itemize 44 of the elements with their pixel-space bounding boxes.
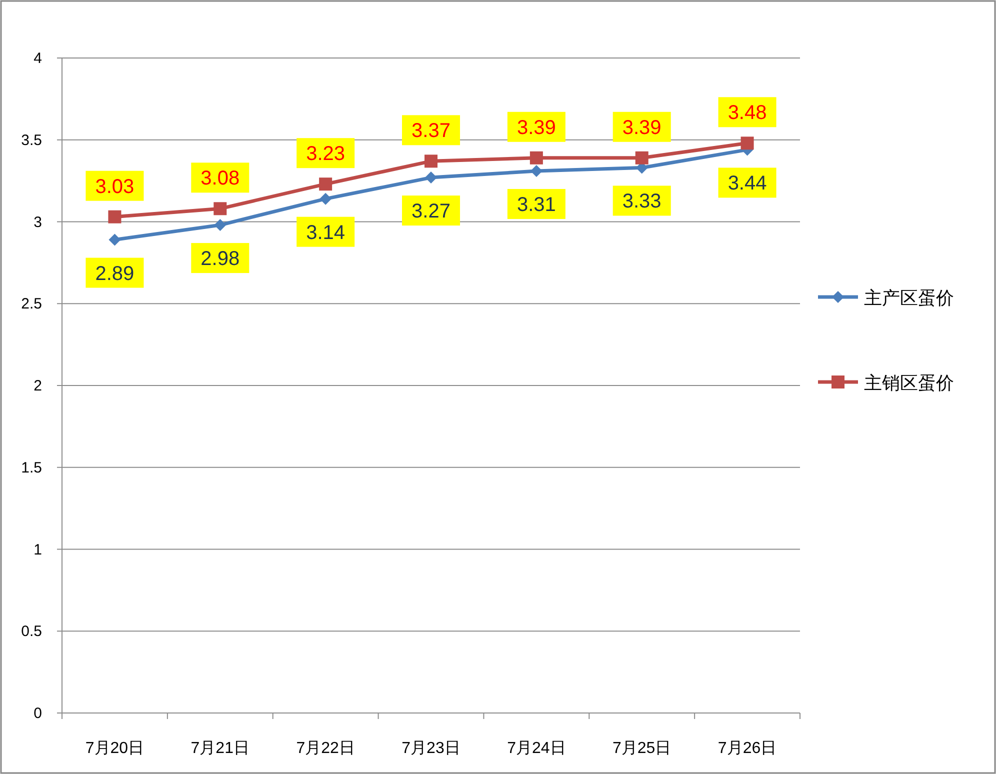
point	[108, 210, 122, 224]
y-tick-label: 3.5	[21, 132, 42, 149]
data-label: 3.14	[306, 222, 346, 244]
point	[214, 219, 226, 232]
point	[424, 154, 438, 168]
x-tick-label: 7月21日	[190, 740, 250, 757]
y-tick-label: 2	[34, 378, 42, 394]
x-tick-label: 7月22日	[296, 740, 355, 757]
data-label: 3.44	[728, 172, 767, 195]
data-label: 3.08	[200, 168, 240, 190]
data-label: 2.98	[200, 248, 240, 270]
x-tick-label: 7月23日	[402, 740, 460, 757]
data-label: 3.39	[516, 116, 556, 139]
y-tick-label: 0	[34, 705, 42, 722]
y-tick-label: 1.5	[21, 459, 42, 476]
data-label: 3.48	[728, 102, 767, 124]
data-label: 3.03	[95, 176, 134, 198]
point	[320, 192, 332, 205]
legend-label: 主销区蛋价	[864, 373, 954, 393]
x-tick-label: 7月20日	[85, 740, 144, 757]
y-tick-label: 4	[34, 50, 42, 67]
data-label: 2.89	[95, 262, 134, 285]
x-tick-label: 7月25日	[612, 740, 672, 757]
data-label: 3.27	[412, 200, 450, 223]
x-tick-label: 7月26日	[718, 740, 777, 757]
data-label: 3.39	[622, 116, 662, 139]
x-tick-label: 7月24日	[507, 740, 566, 757]
point	[108, 234, 121, 246]
data-label: 3.33	[622, 190, 662, 213]
y-tick-label: 3	[34, 214, 42, 231]
y-tick-label: 1	[34, 541, 42, 558]
point	[319, 178, 332, 191]
legend-label: 主产区蛋价	[864, 288, 954, 308]
data-label: 3.37	[412, 120, 450, 142]
data-label: 3.23	[306, 143, 346, 166]
data-label: 3.31	[516, 194, 556, 216]
y-tick-label: 2.5	[21, 296, 42, 313]
point	[530, 151, 543, 164]
point	[635, 151, 648, 164]
point	[425, 172, 437, 184]
point	[740, 136, 754, 150]
point	[530, 164, 542, 177]
y-tick-label: 0.5	[21, 623, 42, 640]
point	[214, 202, 227, 216]
